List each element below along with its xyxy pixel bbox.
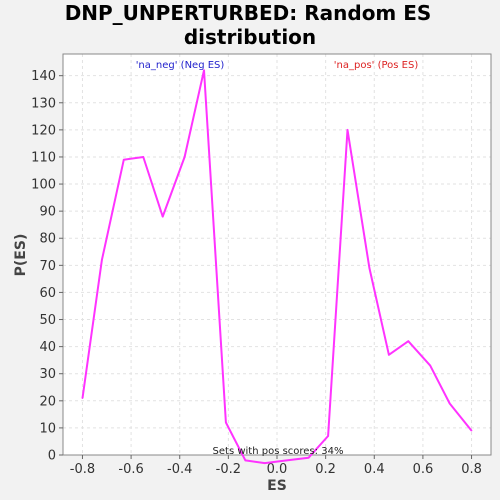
- y-tick-label: 30: [39, 367, 56, 382]
- data-point: [407, 340, 410, 343]
- x-tick-label: -0.8: [70, 462, 95, 477]
- data-point: [448, 402, 451, 405]
- y-tick-label: 70: [39, 259, 56, 274]
- pos-es-annotation: 'na_pos' (Pos ES): [334, 60, 419, 71]
- data-point: [81, 397, 84, 399]
- grid-lines: [63, 54, 491, 456]
- data-point: [225, 421, 227, 424]
- x-tick-label: 0.8: [461, 462, 482, 477]
- chart-title-line-2: distribution: [184, 25, 316, 49]
- x-tick-label: 0.0: [267, 462, 288, 477]
- y-tick-label: 130: [31, 96, 56, 111]
- x-tick-label: -0.4: [167, 462, 192, 477]
- y-tick-label: 0: [48, 449, 56, 464]
- data-point: [346, 129, 349, 131]
- y-tick-label: 10: [39, 421, 56, 436]
- data-point: [183, 156, 186, 158]
- y-tick-label: 50: [39, 313, 56, 328]
- x-tick-label: 0.6: [413, 462, 434, 477]
- es-distribution-line: [81, 69, 473, 465]
- y-tick-label: 140: [31, 69, 56, 84]
- data-point: [264, 462, 266, 464]
- y-axis-label: P(ES): [13, 234, 29, 277]
- x-tick-label: 0.4: [364, 462, 385, 477]
- chart-title-line-1: DNP_UNPERTURBED: Random ES: [65, 1, 432, 25]
- y-tick-label: 120: [31, 123, 56, 138]
- x-axis: -0.8 -0.6 -0.4 -0.2 0.0 0.2 0.4 0.6 0.8: [70, 455, 482, 477]
- x-tick-label: -0.6: [118, 462, 143, 477]
- pos-scores-footer: Sets with pos scores: 34%: [213, 446, 344, 457]
- data-point: [307, 456, 310, 459]
- y-tick-label: 100: [31, 178, 56, 193]
- data-point: [285, 459, 288, 462]
- y-tick-label: 40: [39, 340, 56, 355]
- y-tick-label: 60: [39, 286, 56, 301]
- data-points: [81, 69, 473, 464]
- data-point: [429, 364, 432, 367]
- x-axis-label: ES: [267, 478, 287, 494]
- data-point: [388, 353, 390, 356]
- data-point: [142, 156, 145, 158]
- y-tick-label: 110: [31, 150, 56, 165]
- data-point: [327, 435, 329, 437]
- y-tick-label: 80: [39, 232, 56, 247]
- data-point: [122, 158, 125, 161]
- neg-es-annotation: 'na_neg' (Neg ES): [136, 60, 225, 71]
- data-point: [368, 267, 371, 269]
- x-tick-label: -0.2: [216, 462, 241, 477]
- y-tick-label: 90: [39, 205, 56, 220]
- data-point: [101, 259, 103, 261]
- y-tick-label: 20: [39, 394, 56, 409]
- data-point: [470, 429, 473, 432]
- y-axis: 0 10 20 30 40 50 60 70 80 90 100 110 120 130 140: [31, 69, 63, 464]
- data-point: [161, 215, 164, 218]
- data-point: [203, 69, 205, 72]
- data-point: [244, 459, 247, 462]
- x-tick-label: 0.2: [315, 462, 336, 477]
